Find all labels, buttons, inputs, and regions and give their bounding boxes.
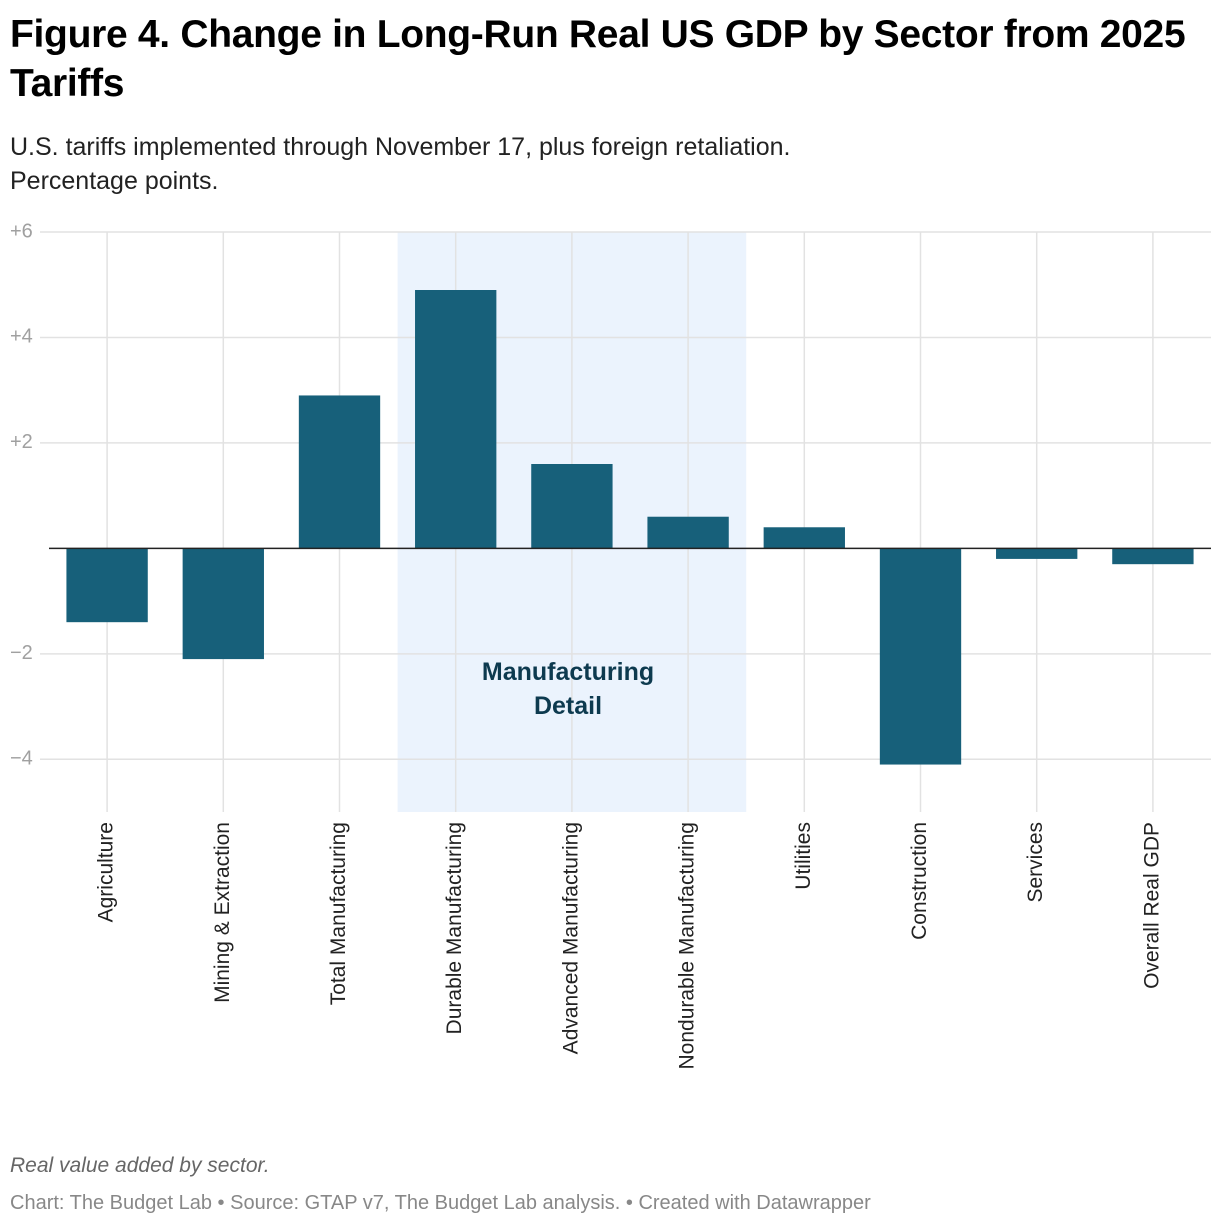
x-tick-label: Construction [908, 822, 931, 940]
y-tick-label: +2 [10, 431, 33, 453]
source: Chart: The Budget Lab • Source: GTAP v7,… [10, 1192, 871, 1214]
bar [182, 548, 264, 660]
x-tick-label: Durable Manufacturing [443, 822, 466, 1034]
bar [531, 464, 613, 549]
annotation: Manufacturing Detail [481, 658, 655, 720]
x-tick-label: Services [1024, 822, 1047, 903]
chart-subtitle: U.S. tariffs implemented through Novembe… [10, 133, 791, 195]
y-tick-label: +6 [10, 220, 33, 242]
note: Real value added by sector. [10, 1154, 270, 1177]
bar [66, 548, 148, 623]
y-tick-label: −2 [10, 642, 33, 664]
bar [298, 395, 381, 549]
bar [763, 527, 845, 549]
bar [415, 290, 497, 549]
bar [879, 548, 962, 765]
x-tick-label: Overall Real GDP [1140, 822, 1163, 989]
y-tick-label: −4 [10, 748, 33, 770]
x-tick-label: Agriculture [95, 822, 118, 922]
x-tick-label: Total Manufacturing [327, 822, 350, 1005]
chart-title: Figure 4. Change in Long-Run Real US GDP… [10, 13, 1186, 105]
x-tick-label: Mining & Extraction [211, 822, 234, 1003]
x-tick-label: Utilities [792, 822, 815, 890]
bar [647, 516, 729, 549]
x-tick-label: Nondurable Manufacturing [676, 822, 699, 1070]
bar [996, 548, 1078, 559]
y-tick-label: +4 [10, 326, 33, 348]
x-tick-label: Advanced Manufacturing [559, 822, 582, 1054]
bar [1112, 548, 1194, 565]
